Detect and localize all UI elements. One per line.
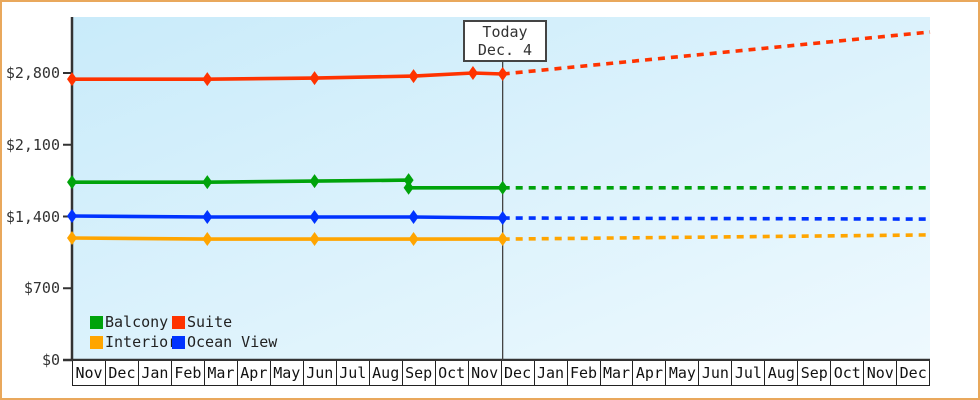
x-axis-month-label: Apr [238,361,271,385]
series-forecast-interior [502,233,931,241]
x-axis-month-label: Jul [732,361,766,385]
data-point-marker [67,72,77,87]
today-annotation: Today Dec. 4 [463,20,547,62]
data-point-marker [467,66,478,80]
data-point-marker [408,69,419,84]
x-axis-month-band: Nov Dec Jan Feb Mar Apr May Jun Jul Aug Sep Oct Nov D… [72,361,931,386]
x-axis-month-label: Mar [601,361,634,385]
legend-item-balcony: Balcony [90,312,172,332]
x-axis-month-label: May [666,361,700,385]
legend-label: Interior [105,333,178,351]
x-axis-month-label: Jun [699,361,733,385]
series-history-balcony [72,178,503,190]
y-axis-tick-label: $0 [41,351,60,369]
x-axis-month-label: Oct [831,361,865,385]
chart-legend: Balcony Suite Interior Ocean View [90,312,277,352]
data-point-marker [403,180,414,195]
data-point-marker [408,232,419,247]
series-forecast-suite [502,30,931,76]
legend-swatch [90,315,103,329]
x-axis-month-label: Nov [469,361,502,385]
legend-swatch [172,315,185,329]
x-axis-month-label: Sep [798,361,832,385]
x-axis-month-label: Feb [568,361,601,385]
data-point-marker [67,231,77,246]
data-point-marker [202,232,213,247]
x-axis-month-label: May [271,361,304,385]
data-point-marker [309,210,320,225]
series-forecast-ocean-view [502,216,931,221]
x-axis-month-label: Sep [403,361,436,385]
series-history-suite [72,71,503,81]
data-point-marker [497,180,508,195]
x-axis-month-label: Jul [337,361,370,385]
legend-label: Suite [187,313,233,331]
x-axis-month-label: Mar [205,361,238,385]
data-point-marker [309,71,320,86]
y-axis-tick-label: $700 [23,279,60,298]
legend-label: Balcony [105,313,169,331]
data-point-marker [202,72,213,87]
x-axis-month-label: Nov [72,361,106,385]
x-axis-month-label: Feb [172,361,205,385]
data-point-marker [497,67,508,82]
data-point-marker [497,211,508,226]
x-axis-month-label: Jan [139,361,172,385]
data-point-marker [202,175,213,190]
x-axis-month-label: Dec [106,361,139,385]
data-point-marker [67,175,77,190]
legend-label: Ocean View [187,333,278,351]
legend-swatch [90,335,103,349]
data-point-marker [67,208,77,223]
x-axis-month-label: Aug [765,361,799,385]
data-point-marker [309,232,320,247]
series-history-ocean-view [71,214,503,220]
x-axis-month-label: Aug [370,361,403,385]
today-date: Dec. 4 [477,41,533,59]
data-point-marker [403,173,414,188]
y-axis-tick-label: $2,100 [5,135,60,154]
today-label: Today [482,23,528,41]
data-point-marker [408,210,419,225]
x-axis-month-label: Nov [864,361,898,385]
legend-swatch [172,335,185,349]
x-axis-month-label: Dec [502,361,535,385]
x-axis-month-label: Jun [304,361,337,385]
x-axis-month-label: Apr [633,361,667,385]
data-point-marker [202,210,213,225]
y-axis-tick-label: $1,400 [5,207,60,226]
legend-item-interior: Interior [90,332,177,352]
x-axis-month-label: Jan [535,361,568,385]
legend-item-suite: Suite [172,312,277,332]
x-axis-month-label: Oct [436,361,469,385]
data-point-marker [309,174,320,189]
legend-item-ocean-view: Ocean View [172,332,277,352]
data-point-marker [497,232,508,247]
x-axis-month-label: Dec [897,361,931,385]
series-history-interior [71,236,503,241]
y-axis-tick-label: $2,800 [5,64,60,82]
